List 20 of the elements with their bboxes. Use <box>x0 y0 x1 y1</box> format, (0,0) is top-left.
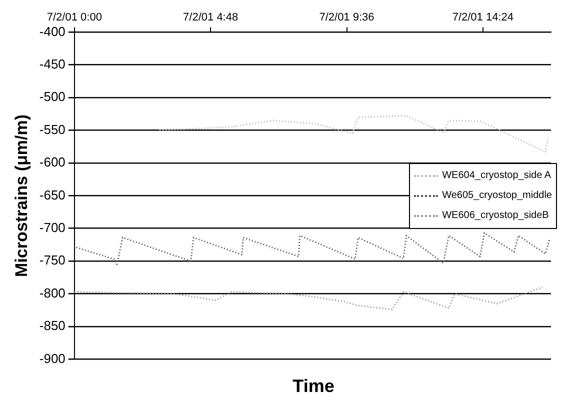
y-tick-label: -850 <box>39 318 66 334</box>
x-axis-title: Time <box>292 376 336 397</box>
y-tick-label: -900 <box>39 350 66 366</box>
y-tick-label: -700 <box>39 220 66 235</box>
y-tick-label: -650 <box>39 187 66 202</box>
y-tick-label: -800 <box>39 285 66 300</box>
y-tick-label: -400 <box>39 24 66 39</box>
legend-label: We605_cryostop_middle <box>442 189 552 203</box>
x-tick-label: 7/2/01 9:36 <box>319 12 374 24</box>
x-tick-label: 7/2/01 4:48 <box>183 12 238 24</box>
y-tick-label: -750 <box>39 252 66 268</box>
x-tick-label: 7/2/01 0:00 <box>46 12 102 24</box>
y-tick-label: -500 <box>39 89 66 104</box>
x-tick-label: 7/2/01 14:24 <box>452 12 514 24</box>
y-tick-label: -600 <box>39 154 66 170</box>
y-tick-label: -550 <box>39 122 66 137</box>
legend-label: WE604_cryostop_side A <box>442 169 552 183</box>
y-axis-title: Microstrains (μm/m) <box>12 114 31 277</box>
legend-label: WE606_cryostop_sideB <box>442 209 549 223</box>
y-tick-label: -450 <box>39 56 66 72</box>
